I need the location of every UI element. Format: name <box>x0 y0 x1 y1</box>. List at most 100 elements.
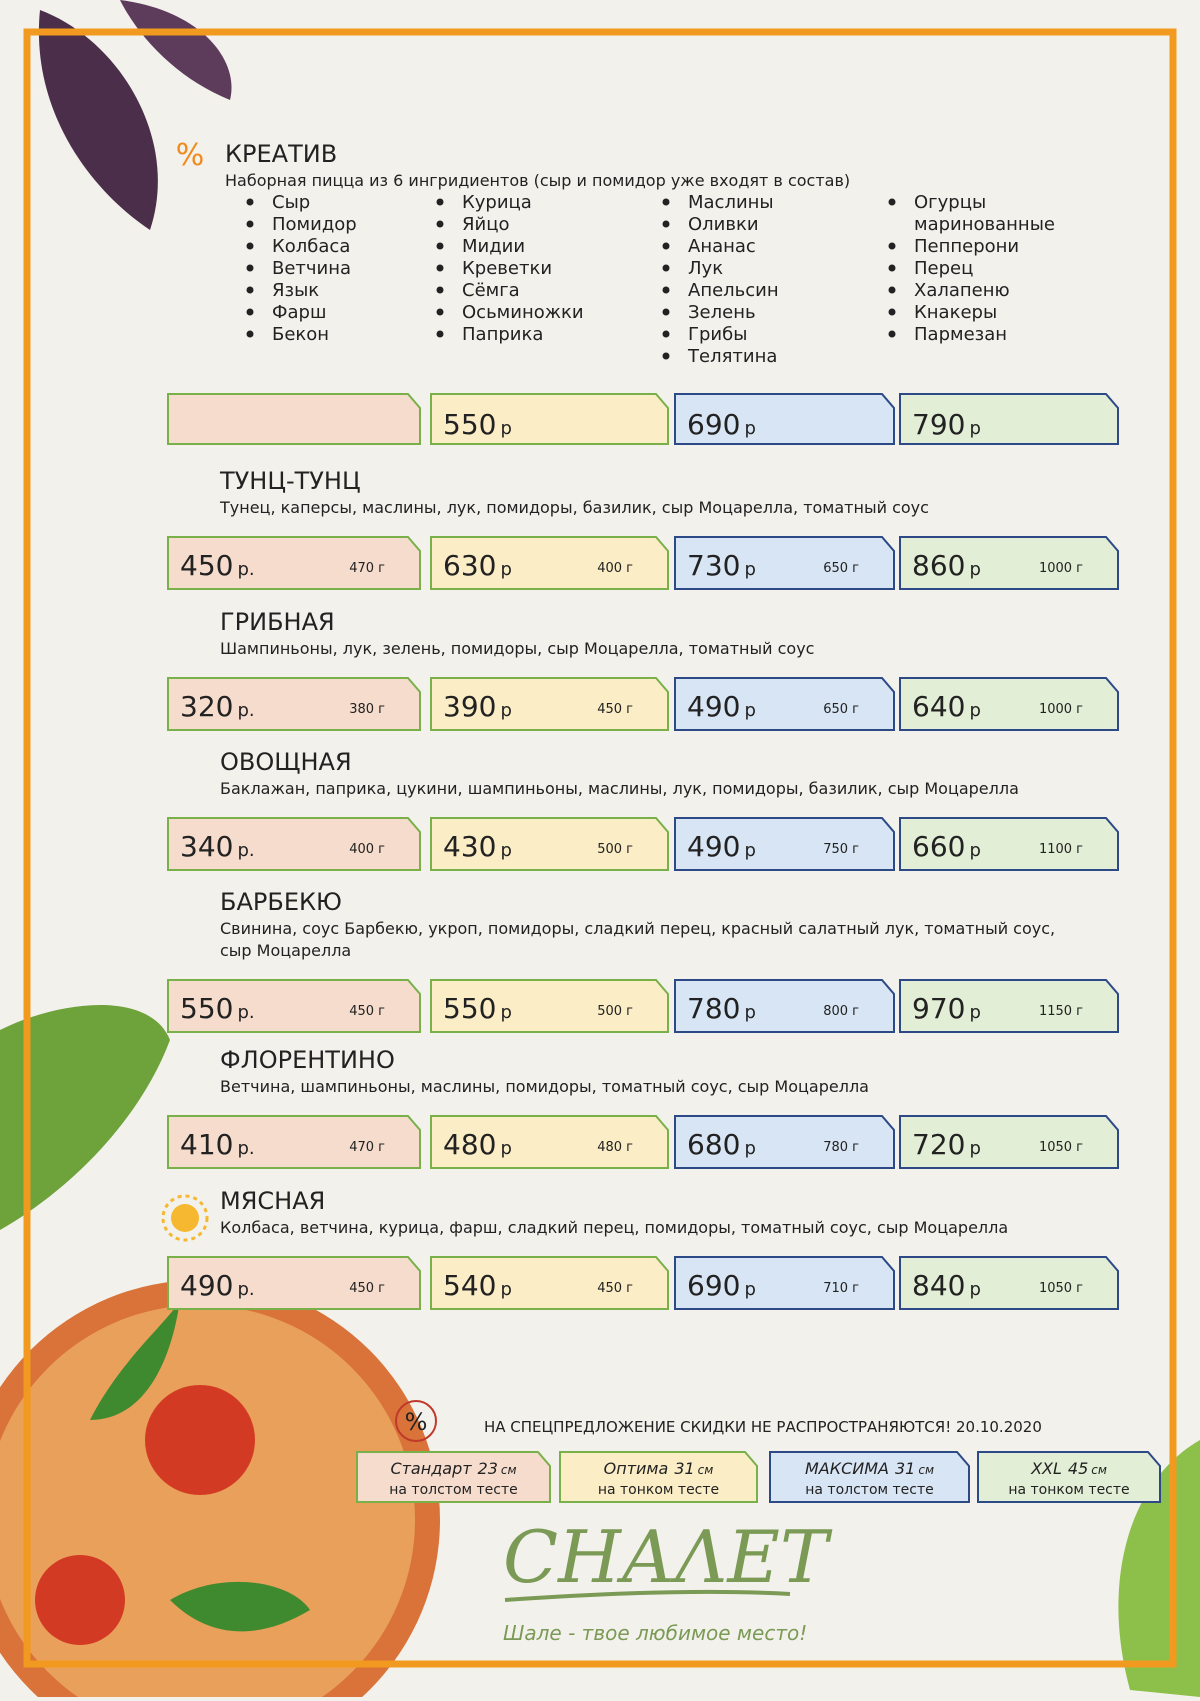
price-unit: р <box>500 1002 511 1023</box>
price-box <box>674 1115 895 1169</box>
price-box <box>899 677 1119 731</box>
section-title: КРЕАТИВ <box>225 140 337 168</box>
weight: 1100 г <box>1039 842 1083 857</box>
pizza-ingredients: Тунец, каперсы, маслины, лук, помидоры, … <box>219 498 929 517</box>
ingredient: Грибы <box>688 324 747 345</box>
weight: 380 г <box>349 702 385 717</box>
basil-leaf <box>120 0 232 100</box>
ingredient: Кнакеры <box>914 302 997 323</box>
bullet <box>888 308 896 316</box>
price-box <box>674 817 895 871</box>
bullet <box>436 286 444 294</box>
weight: 450 г <box>597 1281 633 1296</box>
weight: 780 г <box>823 1140 859 1155</box>
price-unit: р <box>500 559 511 580</box>
bullet <box>436 264 444 272</box>
size-value: 31 <box>895 1459 915 1478</box>
weight: 1050 г <box>1039 1281 1083 1296</box>
price-unit: р <box>969 1002 980 1023</box>
price-amount: 430 <box>443 830 496 863</box>
price-unit: р <box>500 418 511 439</box>
weight: 450 г <box>349 1004 385 1019</box>
price: 540 р <box>443 1269 512 1302</box>
ingredient: Колбаса <box>272 236 350 257</box>
price: 550 р. <box>180 992 255 1025</box>
ingredient: Мидии <box>462 236 525 257</box>
weight: 450 г <box>349 1281 385 1296</box>
bullet <box>246 286 254 294</box>
price-box <box>167 677 421 731</box>
price-box <box>430 817 669 871</box>
price-amount: 640 <box>912 690 965 723</box>
ingredient: Ананас <box>688 236 756 257</box>
weight: 750 г <box>823 842 859 857</box>
pizza-ingredients: сыр Моцарелла <box>220 941 351 960</box>
pizza-name: ГРИБНАЯ <box>220 608 335 636</box>
bullet <box>662 198 670 206</box>
bullet <box>888 286 896 294</box>
weight: 1050 г <box>1039 1140 1083 1155</box>
percent-circle <box>395 1400 437 1442</box>
price-box <box>167 393 421 445</box>
price: 970 р <box>912 992 981 1025</box>
weight: 500 г <box>597 842 633 857</box>
bullet <box>888 264 896 272</box>
ingredient: Бекон <box>272 324 329 345</box>
price: 720 р <box>912 1128 981 1161</box>
ingredient: Помидор <box>272 214 357 235</box>
leaf <box>0 1005 170 1230</box>
sun-rays <box>161 1194 209 1242</box>
price-unit: р <box>744 1138 755 1159</box>
weight: 400 г <box>349 842 385 857</box>
bullet <box>888 330 896 338</box>
pizza-name: БАРБЕКЮ <box>220 888 342 916</box>
bullet <box>662 264 670 272</box>
price: 780 р <box>687 992 756 1025</box>
price-amount: 340 <box>180 830 233 863</box>
percent-icon: % <box>405 1408 428 1436</box>
bullet <box>662 330 670 338</box>
weight: 650 г <box>823 561 859 576</box>
price: 550 р <box>443 992 512 1025</box>
price: 790 р <box>912 408 981 441</box>
weight: 800 г <box>823 1004 859 1019</box>
price-box <box>167 536 421 590</box>
weight: 710 г <box>823 1281 859 1296</box>
bullet <box>246 264 254 272</box>
price-amount: 690 <box>687 1269 740 1302</box>
pizza-name: ФЛОРЕНТИНО <box>220 1046 395 1074</box>
bullet <box>246 198 254 206</box>
price-amount: 720 <box>912 1128 965 1161</box>
price-unit: р <box>500 700 511 721</box>
size-name: Стандарт 23 см <box>390 1459 516 1478</box>
price-amount: 730 <box>687 549 740 582</box>
weight: 400 г <box>597 561 633 576</box>
bullet <box>436 242 444 250</box>
price-unit: р <box>969 559 980 580</box>
price-unit: р <box>969 1138 980 1159</box>
ingredient: Перец <box>914 258 973 279</box>
ingredient: Оливки <box>688 214 759 235</box>
price-box <box>674 1256 895 1310</box>
price: 490 р. <box>180 1269 255 1302</box>
price-amount: 450 <box>180 549 233 582</box>
price: 690 р <box>687 1269 756 1302</box>
price-box <box>430 1115 669 1169</box>
price: 630 р <box>443 549 512 582</box>
leaf <box>1118 1440 1200 1697</box>
price: 490 р <box>687 690 756 723</box>
bullet <box>662 220 670 228</box>
ingredient: Пепперони <box>914 236 1019 257</box>
size-dough: на толстом тесте <box>389 1482 518 1498</box>
price: 450 р. <box>180 549 255 582</box>
size-value: 45 <box>1068 1459 1088 1478</box>
weight: 480 г <box>597 1140 633 1155</box>
title-icon: % <box>176 138 205 173</box>
price-amount: 550 <box>443 408 496 441</box>
size-dough: на толстом тесте <box>805 1482 934 1498</box>
price: 860 р <box>912 549 981 582</box>
price-unit: р <box>500 1279 511 1300</box>
price: 840 р <box>912 1269 981 1302</box>
ingredient: Язык <box>272 280 319 301</box>
bullet <box>888 242 896 250</box>
